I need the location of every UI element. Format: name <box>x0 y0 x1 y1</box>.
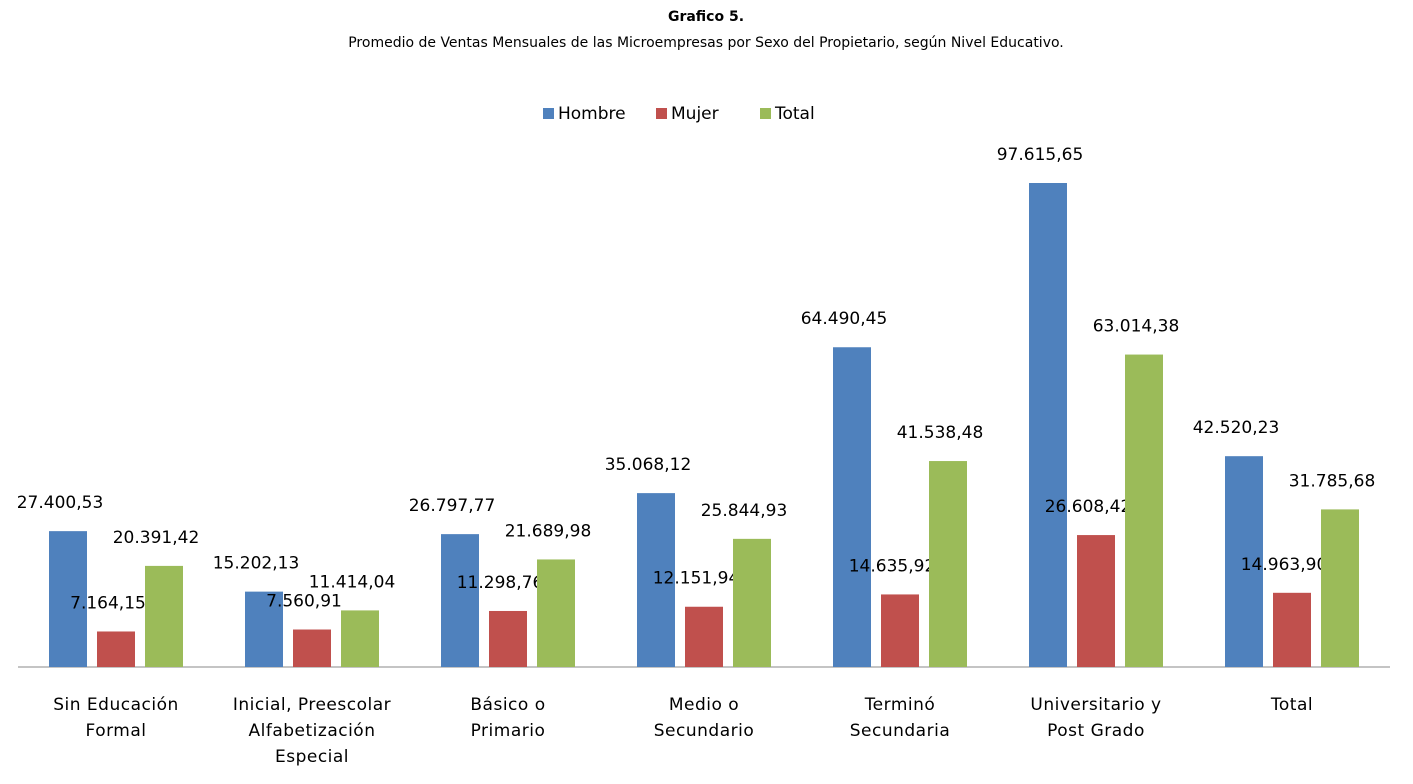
legend-label: Total <box>774 104 815 124</box>
bar <box>685 606 723 667</box>
x-tick-label: Medio o Secundario <box>653 695 755 741</box>
data-label: 63.014,38 <box>1093 317 1180 337</box>
data-label: 12.151,94 <box>653 569 740 589</box>
data-label: 26.608,42 <box>1045 497 1132 517</box>
data-label: 15.202,13 <box>213 554 300 574</box>
data-label: 11.298,76 <box>457 573 544 593</box>
data-label: 7.560,91 <box>266 592 342 612</box>
data-label: 21.689,98 <box>505 521 592 541</box>
data-label: 42.520,23 <box>1193 418 1280 438</box>
bar <box>97 631 135 667</box>
data-label: 14.963,90 <box>1241 555 1328 575</box>
bar <box>881 594 919 667</box>
bar <box>1225 456 1263 667</box>
x-tick-label: Inicial, Preescolar Alfabetización Espec… <box>232 695 392 767</box>
data-label: 41.538,48 <box>897 423 984 443</box>
bar <box>1321 509 1359 667</box>
data-label: 7.164,15 <box>70 593 146 613</box>
data-label: 97.615,65 <box>997 145 1084 165</box>
bar <box>833 347 871 667</box>
data-label: 25.844,93 <box>701 501 788 521</box>
x-tick-label: Básico o Primario <box>470 695 546 741</box>
bar <box>245 591 283 667</box>
legend-swatch <box>543 108 554 119</box>
data-label: 35.068,12 <box>605 455 692 475</box>
data-label: 27.400,53 <box>17 493 104 513</box>
x-tick-label: Total <box>1270 695 1314 715</box>
bar <box>145 565 183 667</box>
x-tick-label: Universitario y Post Grado <box>1030 695 1162 741</box>
legend-label: Hombre <box>558 104 626 124</box>
legend-label: Mujer <box>671 104 719 124</box>
bar <box>441 534 479 667</box>
data-label: 14.635,92 <box>849 556 936 576</box>
data-label: 11.414,04 <box>309 572 396 592</box>
bar <box>1273 592 1311 667</box>
legend-swatch <box>760 108 771 119</box>
data-label: 20.391,42 <box>113 528 200 548</box>
data-label: 26.797,77 <box>409 496 496 516</box>
bar <box>49 531 87 667</box>
chart-title: Grafico 5. <box>668 9 744 25</box>
data-label: 31.785,68 <box>1289 471 1376 491</box>
chart-subtitle: Promedio de Ventas Mensuales de las Micr… <box>348 35 1064 51</box>
bar <box>637 493 675 667</box>
data-label: 64.490,45 <box>801 309 888 329</box>
bar <box>293 629 331 667</box>
bar <box>341 610 379 667</box>
bar <box>1029 183 1067 667</box>
bar <box>1125 354 1163 667</box>
bar <box>733 538 771 667</box>
legend-swatch <box>656 108 667 119</box>
x-tick-label: Sin Educación Formal <box>53 695 179 741</box>
x-tick-label: Terminó Secundaria <box>849 695 951 741</box>
bar <box>929 461 967 667</box>
bar <box>1077 535 1115 667</box>
bar <box>537 559 575 667</box>
bar <box>489 610 527 667</box>
